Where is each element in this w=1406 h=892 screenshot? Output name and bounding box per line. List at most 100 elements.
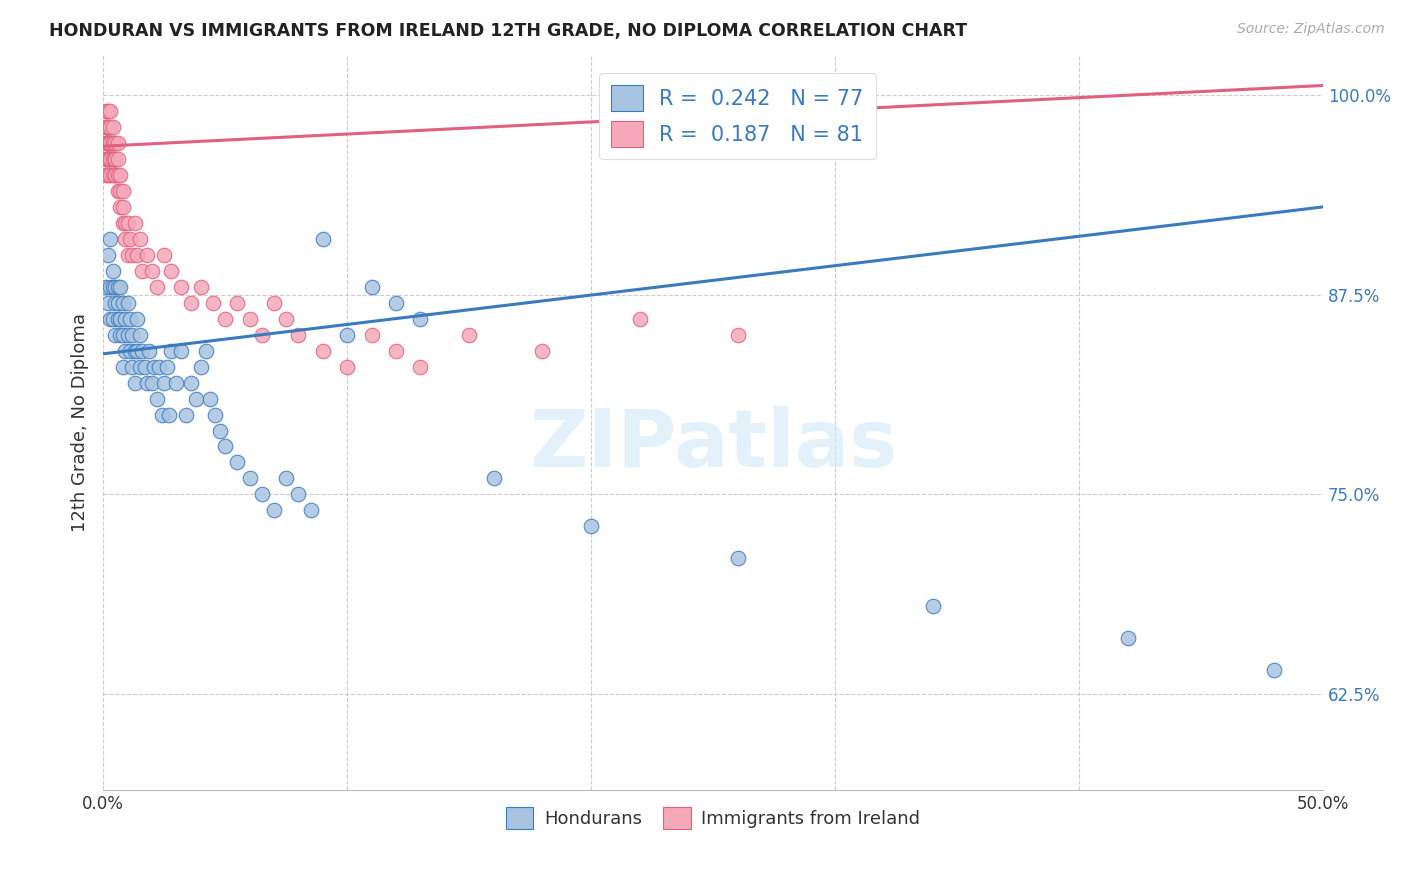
Point: [238, 471, 260, 485]
Point: [107, 295, 129, 310]
Point: [226, 295, 249, 310]
Point: [360, 279, 382, 293]
Point: [97, 168, 120, 182]
Point: [94, 120, 117, 134]
Point: [104, 279, 127, 293]
Point: [174, 408, 197, 422]
Point: [141, 264, 163, 278]
Point: [127, 343, 149, 358]
Point: [336, 327, 359, 342]
Point: [146, 279, 169, 293]
Point: [121, 359, 143, 374]
Point: [114, 343, 136, 358]
Point: [150, 408, 173, 422]
Point: [104, 295, 127, 310]
Point: [111, 184, 134, 198]
Point: [250, 487, 273, 501]
Point: [385, 295, 408, 310]
Point: [100, 279, 122, 293]
Point: [111, 359, 134, 374]
Point: [101, 152, 124, 166]
Point: [250, 327, 273, 342]
Point: [128, 327, 150, 342]
Point: [107, 168, 129, 182]
Point: [628, 311, 651, 326]
Point: [458, 327, 481, 342]
Point: [108, 311, 131, 326]
Point: [209, 424, 232, 438]
Point: [160, 264, 183, 278]
Point: [97, 152, 120, 166]
Point: [117, 327, 139, 342]
Point: [101, 136, 124, 150]
Point: [117, 216, 139, 230]
Point: [94, 168, 117, 182]
Point: [94, 136, 117, 150]
Point: [100, 136, 122, 150]
Point: [97, 136, 120, 150]
Point: [107, 152, 129, 166]
Point: [157, 408, 180, 422]
Point: [94, 152, 117, 166]
Point: [104, 168, 127, 182]
Point: [263, 503, 285, 517]
Point: [100, 232, 122, 246]
Point: [148, 359, 170, 374]
Point: [190, 279, 212, 293]
Point: [101, 136, 124, 150]
Point: [117, 295, 139, 310]
Point: [136, 376, 159, 390]
Point: [170, 279, 193, 293]
Point: [204, 408, 226, 422]
Point: [101, 264, 124, 278]
Point: [579, 519, 602, 533]
Point: [409, 311, 432, 326]
Point: [111, 327, 134, 342]
Point: [312, 232, 335, 246]
Point: [104, 152, 127, 166]
Point: [238, 311, 260, 326]
Point: [299, 503, 322, 517]
Point: [104, 152, 127, 166]
Point: [141, 376, 163, 390]
Point: [118, 311, 141, 326]
Point: [276, 471, 298, 485]
Point: [117, 248, 139, 262]
Point: [107, 311, 129, 326]
Point: [94, 120, 117, 134]
Point: [101, 120, 124, 134]
Point: [727, 551, 749, 566]
Point: [97, 136, 120, 150]
Point: [101, 279, 124, 293]
Point: [226, 455, 249, 469]
Point: [276, 311, 298, 326]
Point: [170, 343, 193, 358]
Point: [104, 136, 127, 150]
Point: [1263, 663, 1285, 677]
Text: Source: ZipAtlas.com: Source: ZipAtlas.com: [1237, 22, 1385, 37]
Point: [97, 120, 120, 134]
Point: [287, 327, 309, 342]
Point: [111, 295, 134, 310]
Legend: Hondurans, Immigrants from Ireland: Hondurans, Immigrants from Ireland: [499, 799, 928, 836]
Point: [111, 216, 134, 230]
Point: [100, 120, 122, 134]
Point: [409, 359, 432, 374]
Point: [94, 279, 117, 293]
Point: [128, 232, 150, 246]
Point: [97, 103, 120, 118]
Point: [100, 152, 122, 166]
Point: [136, 248, 159, 262]
Point: [94, 152, 117, 166]
Point: [108, 279, 131, 293]
Point: [127, 311, 149, 326]
Point: [336, 359, 359, 374]
Point: [104, 168, 127, 182]
Point: [124, 343, 146, 358]
Point: [101, 152, 124, 166]
Point: [190, 359, 212, 374]
Point: [146, 392, 169, 406]
Point: [153, 248, 176, 262]
Point: [385, 343, 408, 358]
Point: [138, 343, 160, 358]
